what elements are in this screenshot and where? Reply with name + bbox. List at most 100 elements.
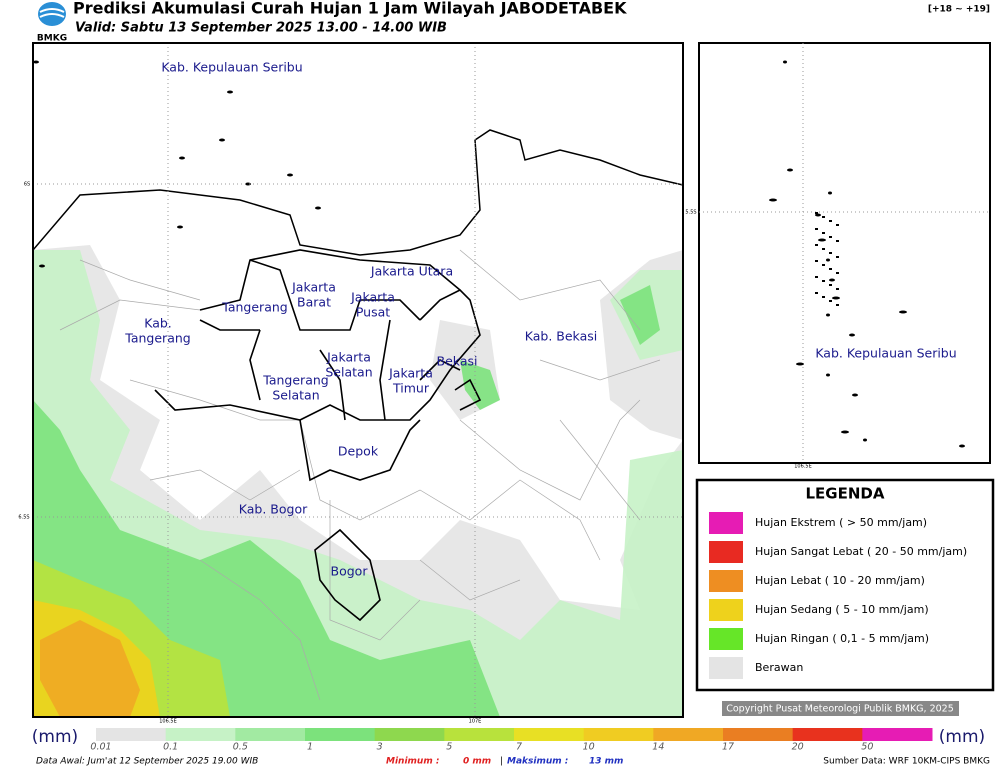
island — [836, 240, 839, 242]
lat-label: 6.5S — [18, 515, 29, 521]
island — [836, 288, 839, 290]
admin-boundary — [319, 349, 346, 421]
logo-text: BMKG — [37, 34, 67, 44]
legend-swatch — [709, 512, 743, 534]
colorbar-segment — [374, 728, 445, 741]
island — [33, 60, 39, 64]
copyright: Copyright Pusat Meteorologi Publik BMKG,… — [726, 704, 954, 715]
island — [822, 296, 825, 298]
island — [829, 252, 832, 254]
island — [815, 244, 818, 246]
island — [815, 276, 818, 278]
colorbar-segment — [583, 728, 654, 741]
island — [836, 272, 839, 274]
district-boundary — [329, 500, 421, 641]
island — [829, 284, 832, 286]
valid: Valid: Sabtu 13 September 2025 13.00 - 1… — [75, 21, 447, 36]
colorbar-tick: 17 — [722, 742, 734, 753]
island — [219, 138, 225, 142]
rain-area — [620, 285, 660, 345]
colorbar-segment — [723, 728, 794, 741]
legend-label: Hujan Ringan ( 0,1 - 5 mm/jam) — [755, 632, 929, 645]
region-label: Kab. Kepulauan Seribu — [161, 60, 302, 75]
colorbar-tick: 7 — [516, 742, 522, 753]
legend-label: Berawan — [755, 661, 803, 674]
map-frame — [32, 42, 684, 718]
region-label: Jakarta — [350, 290, 395, 305]
region-label: Kab. Bekasi — [525, 329, 597, 344]
district-boundary — [79, 259, 201, 301]
region-label: Jakarta Utara — [370, 264, 453, 279]
region-label: Bogor — [331, 564, 369, 579]
island — [177, 225, 183, 229]
colorbar-segment — [514, 728, 585, 741]
title: Prediksi Akumulasi Curah Hujan 1 Jam Wil… — [73, 0, 627, 18]
colorbar-tick: 3 — [377, 742, 383, 753]
island — [829, 300, 832, 302]
rain-area — [40, 620, 140, 717]
region-label: Kab. — [144, 316, 172, 331]
inset-label: Kab. Kepulauan Seribu — [815, 346, 956, 361]
range: [+18 ~ +19] — [928, 5, 990, 15]
inset-frame — [698, 42, 991, 464]
region-label: Jakarta — [388, 366, 433, 381]
island — [828, 191, 832, 195]
region-label: Tangerang — [124, 331, 190, 346]
legend-swatch — [709, 570, 743, 592]
island — [287, 173, 293, 177]
colorbar-tick: 50 — [861, 742, 873, 753]
island — [826, 313, 830, 317]
lat-label: 6S — [24, 182, 30, 188]
island — [315, 206, 321, 210]
region-label: Kab. Bogor — [239, 502, 308, 517]
region-label: Jakarta — [326, 350, 371, 365]
colorbar-tick: 10 — [583, 742, 595, 753]
island — [822, 248, 825, 250]
region-label: Timur — [392, 381, 430, 396]
island — [179, 156, 185, 160]
legend-swatch — [709, 628, 743, 650]
island — [815, 212, 818, 214]
lon-label: 106.5E — [159, 719, 176, 725]
region-label: Jakarta — [291, 280, 336, 295]
island — [815, 260, 818, 262]
colorbar-segment — [235, 728, 306, 741]
island — [829, 278, 835, 282]
island — [815, 228, 818, 230]
copyright-bg — [722, 701, 959, 716]
colorbar-tick: 0.01 — [90, 742, 111, 753]
island — [829, 236, 832, 238]
island — [959, 444, 965, 448]
legend-label: Hujan Ekstrem ( > 50 mm/jam) — [755, 516, 927, 529]
island — [836, 224, 839, 226]
island — [826, 373, 830, 377]
island — [836, 256, 839, 258]
island — [852, 393, 858, 397]
admin-boundary — [454, 378, 482, 411]
colorbar-segment — [96, 728, 167, 741]
island — [39, 264, 45, 268]
island — [829, 268, 832, 270]
colorbar-tick: 20 — [792, 742, 804, 753]
district-boundary — [539, 359, 661, 381]
colorbar-tick: 14 — [652, 742, 664, 753]
island — [787, 168, 793, 172]
island — [815, 213, 821, 217]
unit-left: (mm) — [32, 727, 78, 747]
separator: | — [500, 757, 503, 767]
colorbar-segment — [444, 728, 515, 741]
island — [822, 216, 825, 218]
island — [826, 258, 830, 262]
region-label: Depok — [338, 444, 379, 459]
overlay: BMKG Prediksi Akumulasi Curah Hujan 1 Jam… — [18, 0, 995, 767]
admin-boundary — [249, 259, 421, 331]
admin-boundary — [154, 289, 481, 421]
island — [815, 292, 818, 294]
island — [822, 280, 825, 282]
region-label: Bekasi — [437, 354, 478, 369]
region-label: Tangerang — [262, 373, 328, 388]
island — [836, 304, 839, 306]
max-label: Maksimum : — [507, 757, 568, 767]
island — [822, 264, 825, 266]
admin-boundary — [419, 359, 461, 381]
